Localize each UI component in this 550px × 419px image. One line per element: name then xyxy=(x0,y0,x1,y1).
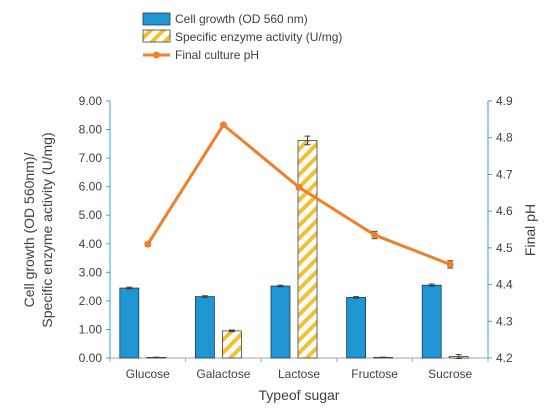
ph-point xyxy=(295,183,303,191)
ph-point xyxy=(446,260,454,268)
x-tick-label: Galactose xyxy=(196,367,250,381)
bars xyxy=(119,135,469,360)
ph-point xyxy=(144,240,152,248)
bar-cell-growth xyxy=(346,297,367,359)
right-tick-label: 4.3 xyxy=(496,314,513,328)
right-tick-label: 4.6 xyxy=(496,204,513,218)
ph-line-series xyxy=(144,121,454,269)
x-tick-label: Lactose xyxy=(278,367,320,381)
bar-enzyme-activity xyxy=(221,330,242,359)
left-tick-label: 6.00 xyxy=(79,180,103,194)
right-axis-title: Final pH xyxy=(522,204,538,256)
right-tick-label: 4.2 xyxy=(496,351,513,365)
left-tick-label: 5.00 xyxy=(79,208,103,222)
right-ticks: 4.2 4.3 4.4 4.5 4.6 4.7 4.8 4.9 xyxy=(488,94,513,365)
right-tick-label: 4.9 xyxy=(496,94,513,108)
legend-swatch-cell-growth xyxy=(142,12,171,26)
x-tick-label: Fructose xyxy=(351,367,398,381)
bar-cell-growth xyxy=(119,287,140,359)
right-axis-title-text: Final pH xyxy=(522,204,538,256)
left-axis-title-line-1: Cell growth (OD 560nm)/ xyxy=(21,152,37,307)
legend-label-cell-growth: Cell growth (OD 560 nm) xyxy=(175,12,308,26)
right-tick-label: 4.7 xyxy=(496,167,513,181)
left-tick-label: 4.00 xyxy=(79,237,103,251)
bar-enzyme-activity xyxy=(297,140,318,359)
right-tick-label: 4.8 xyxy=(496,131,513,145)
x-ticks: Glucose Galactose Lactose Fructose Sucrose xyxy=(109,358,489,381)
right-tick-label: 4.4 xyxy=(496,278,513,292)
left-tick-label: 0.00 xyxy=(79,351,103,365)
bar-cell-growth xyxy=(421,284,442,359)
left-tick-label: 2.00 xyxy=(79,294,103,308)
x-axis-title: Typeof sugar xyxy=(259,387,340,403)
left-tick-label: 7.00 xyxy=(79,151,103,165)
left-axis-title: Cell growth (OD 560nm)/ Specific enzyme … xyxy=(21,132,55,327)
x-tick-label: Sucrose xyxy=(428,367,472,381)
legend-marker-ph xyxy=(153,51,160,59)
left-tick-label: 9.00 xyxy=(79,94,103,108)
bar-cell-growth xyxy=(270,285,291,359)
left-tick-label: 3.00 xyxy=(79,265,103,279)
left-tick-label: 8.00 xyxy=(79,123,103,137)
legend-label-ph: Final culture pH xyxy=(175,48,259,62)
left-ticks: 0.00 1.00 2.00 3.00 4.00 5.00 6.00 7.00 8.00 9.00 xyxy=(79,94,110,365)
x-tick-label: Glucose xyxy=(126,367,170,381)
legend: Cell growth (OD 560 nm) Specific enzyme … xyxy=(142,12,342,62)
left-axis-title-line-2: Specific enzyme activity (U/mg) xyxy=(39,132,55,327)
bar-cell-growth xyxy=(194,296,215,359)
ph-point xyxy=(371,231,379,239)
left-tick-label: 1.00 xyxy=(79,322,103,336)
right-tick-label: 4.5 xyxy=(496,241,513,255)
legend-label-enzyme-activity: Specific enzyme activity (U/mg) xyxy=(175,30,342,44)
ph-point xyxy=(219,121,227,129)
legend-swatch-enzyme-activity xyxy=(142,29,171,43)
